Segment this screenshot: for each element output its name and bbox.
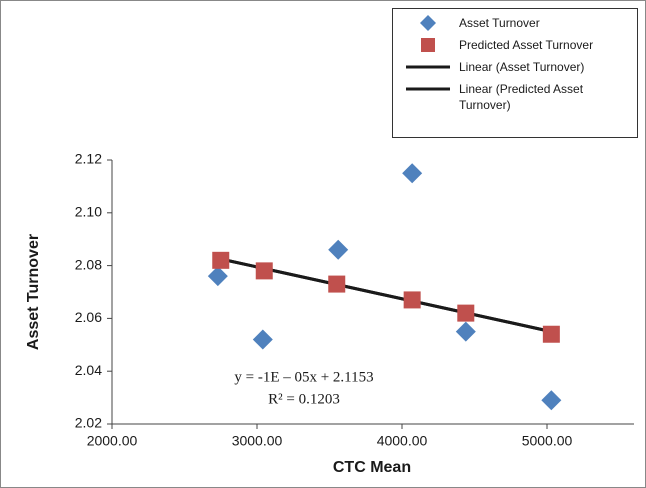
legend-icon bbox=[406, 87, 450, 91]
y-tick-label: 2.04 bbox=[75, 362, 102, 378]
y-axis-title: Asset Turnover bbox=[25, 234, 42, 350]
legend-diamond bbox=[420, 15, 436, 31]
legend: Asset Turnover Predicted Asset Turnover Li… bbox=[392, 8, 638, 138]
x-tick-label: 4000.00 bbox=[377, 433, 428, 449]
legend-label: Predicted Asset Turnover bbox=[459, 38, 594, 52]
square-point bbox=[403, 291, 421, 309]
diamond-point bbox=[402, 163, 423, 184]
equation: y = -1E – 05x + 2.1153 bbox=[234, 369, 373, 385]
legend-symbol bbox=[397, 37, 459, 53]
x-tick-label: 3000.00 bbox=[232, 433, 283, 449]
diamond-point bbox=[541, 390, 562, 411]
legend-entry: Linear (Asset Turnover) bbox=[397, 59, 633, 75]
r-squared: R² = 0.1203 bbox=[268, 391, 340, 407]
x-tick-label: 5000.00 bbox=[522, 433, 573, 449]
y-tick-label: 2.02 bbox=[75, 415, 102, 431]
legend-icon bbox=[420, 15, 436, 31]
legend-icon bbox=[421, 38, 435, 52]
x-axis-title: CTC Mean bbox=[333, 459, 411, 476]
trendline bbox=[220, 257, 552, 334]
square-point bbox=[212, 251, 230, 269]
y-tick-label: 2.12 bbox=[75, 151, 102, 167]
square-point bbox=[542, 325, 560, 343]
x-tick-label: 2000.00 bbox=[87, 433, 138, 449]
square-point bbox=[255, 262, 273, 280]
diamond-point bbox=[328, 239, 349, 260]
square-point bbox=[457, 304, 475, 322]
y-tick-label: 2.10 bbox=[75, 204, 102, 220]
y-tick-label: 2.08 bbox=[75, 256, 102, 272]
legend-entry: Asset Turnover bbox=[397, 15, 633, 31]
legend-label: Linear (Predicted Asset Turnover) bbox=[459, 82, 584, 112]
legend-icon bbox=[406, 65, 450, 69]
legend-label: Linear (Asset Turnover) bbox=[459, 60, 585, 74]
legend-symbol bbox=[397, 15, 459, 31]
legend-entry: Linear (Predicted Asset Turnover) bbox=[397, 81, 633, 113]
legend-entry: Predicted Asset Turnover bbox=[397, 37, 633, 53]
legend-square bbox=[421, 38, 435, 52]
diamond-point bbox=[207, 266, 228, 287]
legend-symbol bbox=[397, 81, 459, 97]
legend-symbol bbox=[397, 59, 459, 75]
y-tick-label: 2.06 bbox=[75, 309, 102, 325]
diamond-point bbox=[252, 329, 273, 350]
square-point bbox=[328, 275, 346, 293]
legend-label: Asset Turnover bbox=[459, 16, 540, 30]
diamond-point bbox=[455, 321, 476, 342]
